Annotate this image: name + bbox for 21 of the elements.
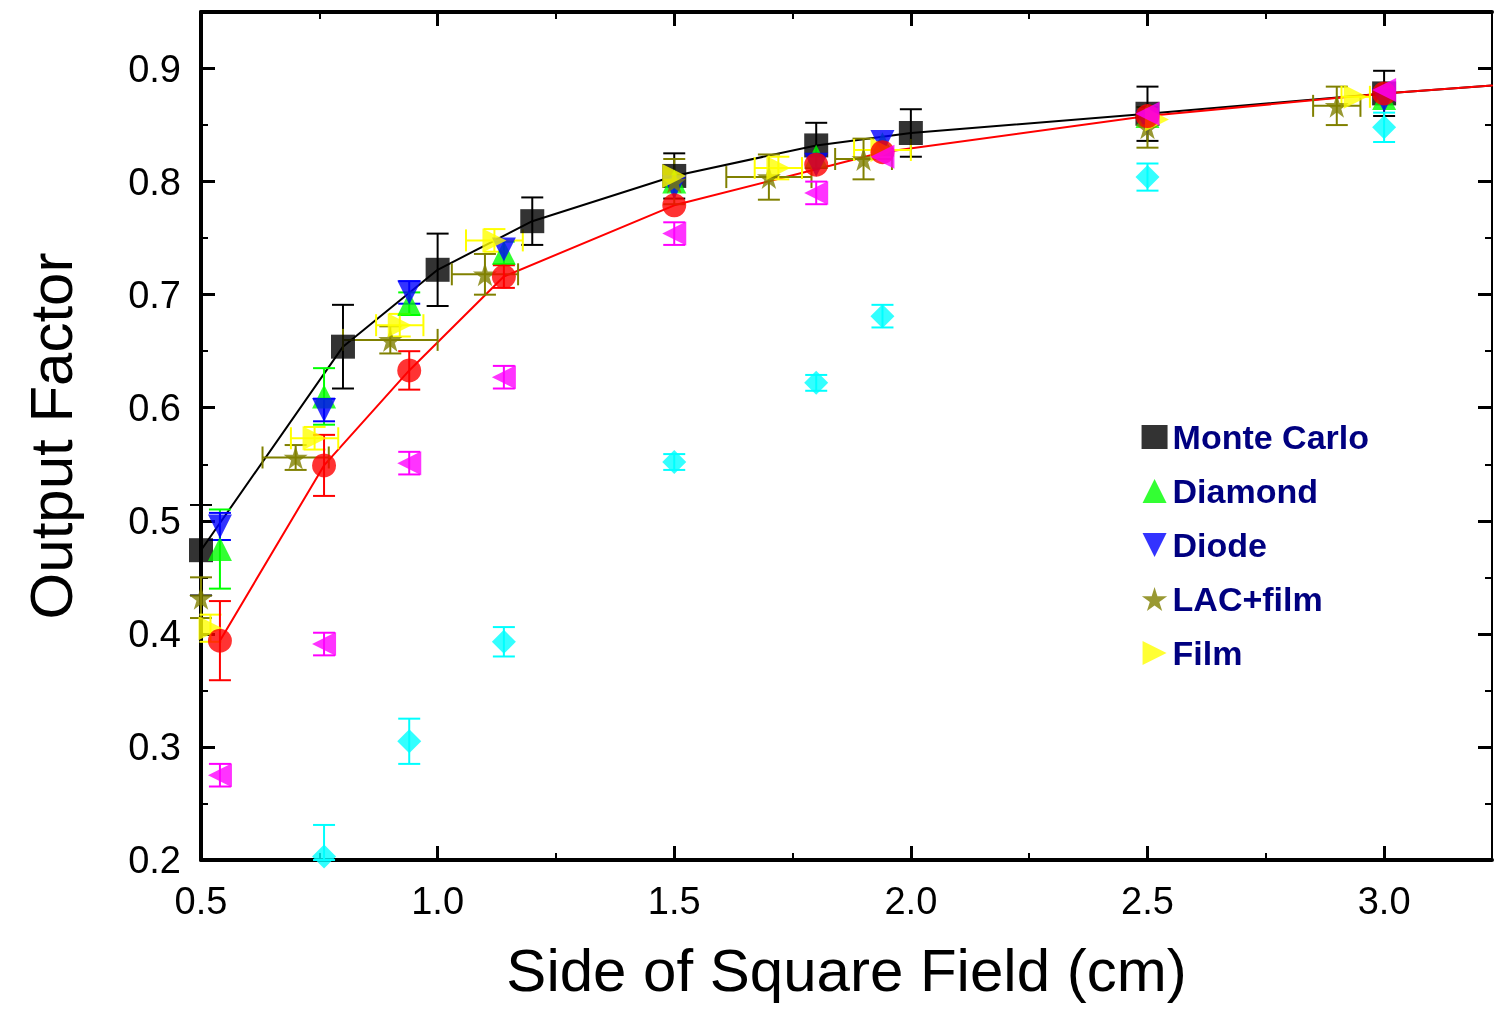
y-axis-title: Output Factor: [17, 252, 85, 620]
legend-label: Monte Carlo: [1172, 418, 1370, 456]
legend-label: Film: [1172, 634, 1243, 672]
x-tick-label: 0.5: [174, 880, 228, 922]
y-tick-label: 0.5: [128, 499, 181, 542]
x-axis-title: Side of Square Field (cm): [506, 936, 1187, 1004]
y-tick-label: 0.7: [128, 273, 181, 316]
x-tick-label: 1.0: [411, 880, 465, 922]
x-tick-label: 2.0: [884, 880, 938, 922]
y-tick-label: 0.2: [128, 839, 181, 881]
y-tick-label: 0.6: [128, 386, 181, 429]
legend-label: Diamond: [1172, 472, 1319, 510]
y-tick-label: 0.4: [128, 612, 181, 655]
x-tick-label: 1.5: [647, 880, 701, 922]
legend-label: Diode: [1172, 526, 1268, 564]
y-tick-label: 0.8: [128, 160, 181, 203]
x-tick-label: 2.5: [1121, 880, 1174, 922]
y-tick-label: 0.3: [128, 725, 181, 768]
y-tick-label: 0.9: [128, 47, 181, 90]
legend-label: LAC+film: [1172, 580, 1323, 618]
x-tick-label: 3.0: [1357, 880, 1411, 922]
